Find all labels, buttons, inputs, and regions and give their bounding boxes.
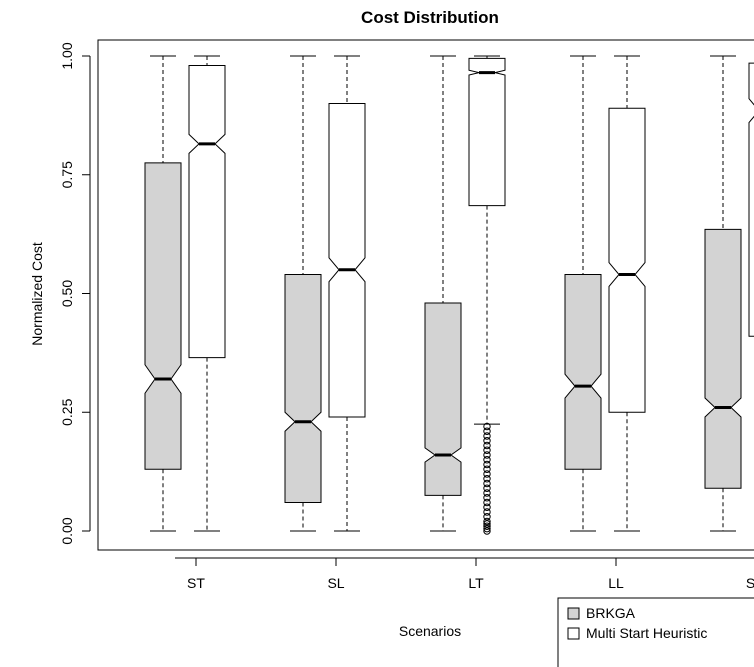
outlier-point (483, 451, 491, 459)
outlier-point (483, 441, 491, 450)
outlier-point (483, 503, 491, 511)
plot-frame (97, 39, 754, 551)
x-tick-label: ST (187, 575, 205, 591)
legend: BRKGA Multi Start Heuristic (557, 597, 754, 667)
outlier-point (483, 479, 491, 488)
box-group (144, 55, 754, 535)
outlier-point (483, 475, 491, 483)
outlier-point (483, 524, 491, 533)
outlier-point (483, 446, 491, 454)
outlier-point (483, 517, 491, 526)
outlier-point (483, 520, 491, 528)
outlier-point (483, 422, 491, 431)
outlier-point (483, 470, 491, 478)
x-tick-label: LL (608, 575, 624, 591)
outlier-point (483, 484, 491, 492)
outlier-point (483, 513, 491, 521)
legend-swatch (567, 627, 580, 640)
outlier-point (483, 498, 491, 507)
outlier-point (483, 494, 491, 502)
outlier-point (483, 465, 491, 473)
x-tick-label: LT (468, 575, 484, 591)
x-axis-label: Scenarios (399, 623, 461, 639)
box (468, 57, 506, 207)
y-axis-label: Normalized Cost (29, 242, 45, 346)
box (704, 228, 742, 489)
y-axis: 0.00 0.25 0.50 0.75 1.00 (59, 42, 91, 545)
x-tick-label: SQ (746, 575, 754, 591)
box (284, 274, 322, 503)
outlier-point (483, 427, 491, 435)
outlier-point (483, 527, 491, 535)
legend-label: BRKGA (586, 605, 636, 621)
outlier-point (483, 522, 491, 530)
box (608, 107, 646, 413)
y-tick-label: 1.00 (59, 42, 75, 69)
legend-label: Multi Start Heuristic (586, 625, 707, 641)
y-tick-label: 0.00 (59, 517, 75, 544)
legend-swatch (567, 607, 580, 620)
box (188, 65, 226, 359)
x-axis: ST SL LT LL SQ (175, 557, 754, 591)
box (328, 103, 366, 418)
y-tick-label: 0.75 (59, 161, 75, 188)
y-tick-label: 0.25 (59, 398, 75, 425)
outlier-point (483, 432, 491, 440)
x-tick-label: SL (327, 575, 344, 591)
box (424, 302, 462, 496)
chart-title: Cost Distribution (361, 8, 499, 27)
outlier-point (483, 508, 491, 516)
outlier-point (483, 489, 491, 497)
legend-box (557, 597, 754, 667)
outlier-point (483, 460, 491, 469)
box (564, 274, 602, 470)
y-tick-label: 0.50 (59, 280, 75, 307)
box (144, 162, 182, 470)
box (748, 62, 754, 337)
outlier-point (483, 437, 491, 445)
outlier-point (483, 456, 491, 464)
